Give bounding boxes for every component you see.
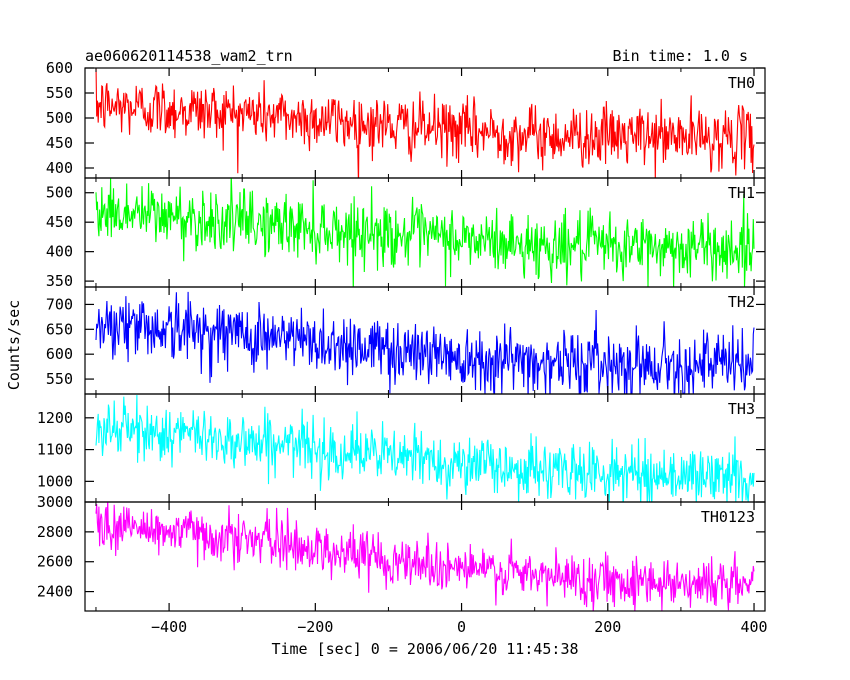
y-tick-label: 1100 — [37, 441, 73, 459]
y-tick-label: 350 — [46, 272, 73, 290]
panel-frame — [84, 501, 766, 612]
y-tick-label: 2400 — [37, 583, 73, 601]
panel-th2: 550 600 650 700 TH2 — [46, 286, 766, 395]
panel-th3: 1000 1100 1200 TH3 — [37, 393, 766, 503]
y-tick-label: 500 — [46, 184, 73, 202]
series-line-th1 — [95, 178, 755, 287]
panel-th0: 400 450 500 550 600 TH0 — [46, 59, 766, 179]
panel-th1: 350 400 450 500 TH1 — [46, 177, 766, 290]
x-tick-label: 400 — [740, 618, 767, 636]
y-tick-label: 700 — [46, 295, 73, 313]
series-line-th0123 — [95, 502, 755, 611]
y-tick-label: 400 — [46, 243, 73, 261]
y-tick-label: 450 — [46, 213, 73, 231]
x-tick-label: −200 — [297, 618, 333, 636]
panel-label: TH1 — [728, 184, 755, 202]
x-tick-label: 200 — [594, 618, 621, 636]
y-axis-title: Counts/sec — [5, 300, 23, 390]
y-tick-label: 550 — [46, 370, 73, 388]
series-line-th0 — [95, 68, 755, 178]
x-axis-title: Time [sec] 0 = 2006/06/20 11:45:38 — [271, 640, 578, 658]
chart-title: ae060620114538_wam2_trn — [85, 47, 293, 65]
y-tick-label: 1200 — [37, 409, 73, 427]
y-tick-label: 1000 — [37, 472, 73, 490]
x-tick-label: 0 — [457, 618, 466, 636]
x-tick-label: −400 — [151, 618, 187, 636]
series-line-th3 — [95, 394, 755, 502]
panel-label: TH0123 — [701, 508, 755, 526]
panel-label: TH3 — [728, 400, 755, 418]
y-tick-label: 400 — [46, 159, 73, 177]
x-axis: −400 −200 0 200 400 — [151, 618, 768, 636]
y-tick-label: 2800 — [37, 523, 73, 541]
bin-time-label: Bin time: 1.0 s — [613, 47, 748, 65]
y-tick-label: 650 — [46, 320, 73, 338]
panel-label: TH2 — [728, 293, 755, 311]
panel-stack: 400 450 500 550 600 TH0 350 400 450 500 TH1 550 600 6… — [37, 59, 766, 612]
y-tick-label: 500 — [46, 109, 73, 127]
series-line-th2 — [95, 291, 755, 394]
y-tick-label: 2600 — [37, 553, 73, 571]
y-tick-label: 600 — [46, 345, 73, 363]
panel-th0123: 2400 2600 2800 3000 TH0123 — [37, 493, 766, 612]
y-tick-label: 600 — [46, 59, 73, 77]
panel-label: TH0 — [728, 74, 755, 92]
y-tick-label: 3000 — [37, 493, 73, 511]
y-tick-label: 550 — [46, 84, 73, 102]
y-tick-label: 450 — [46, 134, 73, 152]
